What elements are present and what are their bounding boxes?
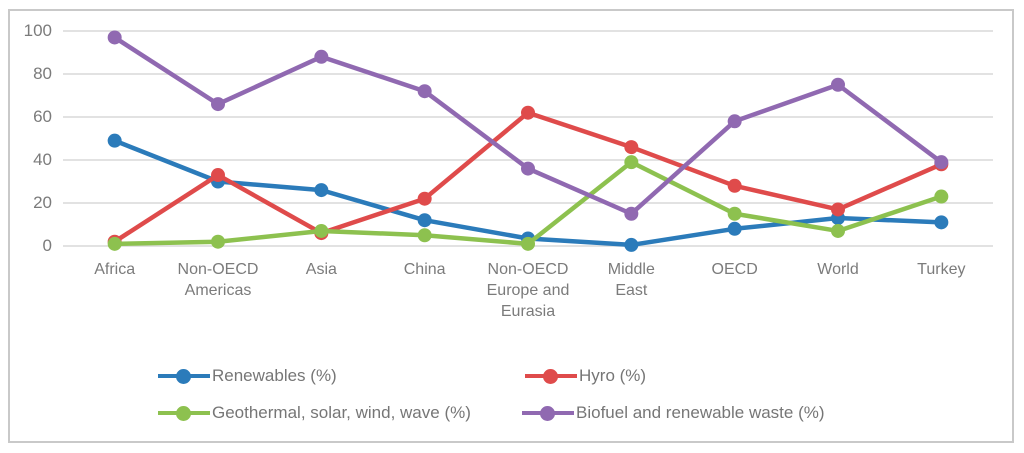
data-point-biofuel-and-renewable-waste-turkey [934,155,949,170]
data-point-renewables-china [417,213,432,228]
category-label-oecd: OECD [711,261,758,278]
legend-marker-renewables [158,368,210,385]
category-label-turkey: Turkey [917,261,966,278]
data-point-hyro-world [831,202,845,217]
data-point-renewables-africa [107,133,122,148]
category-label-china: China [403,261,446,278]
category-label-non-oecd-europe-and-eurasia: Non-OECD Europe and Eurasia [486,261,570,320]
data-point-hyro-oecd [727,178,742,193]
category-label-middle-east: Middle East [607,261,655,299]
data-point-renewables-turkey [934,215,949,230]
data-point-geothermal-solar-wind-wave-africa [107,236,122,251]
data-point-geothermal-solar-wind-wave-turkey [934,189,949,204]
category-label-asia: Asia [305,261,337,278]
legend-label-renewables: Renewables (%) [212,366,337,385]
y-tick-label-0: 0 [42,236,52,255]
legend-label-geothermal-solar-wind-wave: Geothermal, solar, wind, wave (%) [212,403,471,422]
y-tick-label-100: 100 [23,21,52,40]
legend-marker-hyro [525,368,577,385]
data-point-biofuel-and-renewable-waste-asia [314,49,329,64]
category-label-non-oecd-americas: Non-OECD Americas [177,261,259,299]
data-point-hyro-china [417,191,432,206]
data-point-geothermal-solar-wind-wave-world [831,223,845,238]
y-tick-label-40: 40 [33,150,52,169]
data-point-biofuel-and-renewable-waste-africa [107,30,122,45]
data-point-geothermal-solar-wind-wave-china [417,228,432,243]
legend-item-hyro: Hyro (%) [525,365,646,387]
y-tick-label-20: 20 [33,193,52,212]
data-point-renewables-asia [314,183,329,198]
data-point-biofuel-and-renewable-waste-non-oecd-americas [211,97,225,112]
legend-label-hyro: Hyro (%) [579,366,647,385]
data-point-hyro-non-oecd-europe-and-eurasia [521,105,535,120]
legend-item-renewables: Renewables (%) [158,365,337,387]
data-point-geothermal-solar-wind-wave-middle-east [624,155,639,170]
category-label-world: World [817,261,859,278]
data-point-geothermal-solar-wind-wave-asia [314,223,329,238]
data-point-biofuel-and-renewable-waste-china [417,84,432,99]
legend-item-geothermal-solar-wind-wave: Geothermal, solar, wind, wave (%) [158,402,471,424]
y-tick-label-80: 80 [33,64,52,83]
data-point-biofuel-and-renewable-waste-world [831,77,845,92]
y-tick-label-60: 60 [33,107,52,126]
legend-marker-biofuel-and-renewable-waste [522,405,574,422]
data-point-biofuel-and-renewable-waste-middle-east [624,206,639,221]
data-point-geothermal-solar-wind-wave-non-oecd-americas [211,234,225,249]
data-point-biofuel-and-renewable-waste-oecd [727,114,742,129]
data-point-biofuel-and-renewable-waste-non-oecd-europe-and-eurasia [521,161,535,176]
data-point-geothermal-solar-wind-wave-oecd [727,206,742,221]
legend-label-biofuel-and-renewable-waste: Biofuel and renewable waste (%) [576,403,825,422]
data-point-geothermal-solar-wind-wave-non-oecd-europe-and-eurasia [521,236,535,251]
category-label-africa: Africa [94,261,136,278]
data-point-hyro-non-oecd-americas [211,168,225,183]
data-point-renewables-oecd [727,221,742,236]
legend-marker-geothermal-solar-wind-wave [158,405,210,422]
legend-item-biofuel-and-renewable-waste: Biofuel and renewable waste (%) [522,402,825,424]
data-point-renewables-middle-east [624,237,639,252]
data-point-hyro-middle-east [624,140,639,155]
